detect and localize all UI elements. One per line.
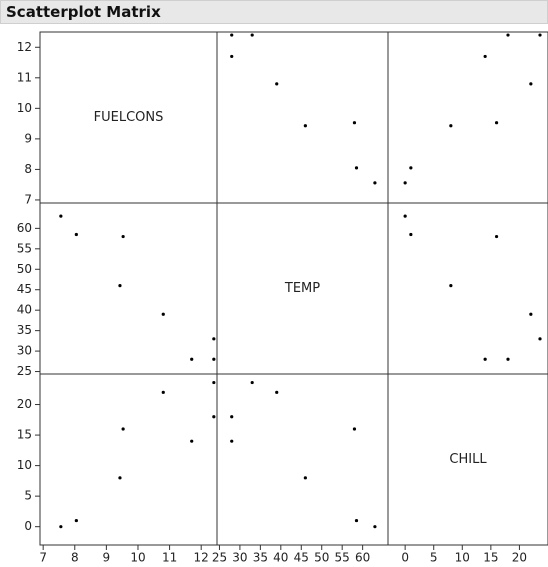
x-tick-label: 9 <box>103 551 111 565</box>
point <box>190 439 194 443</box>
y-tick-label: 0 <box>24 519 32 533</box>
point <box>230 415 234 419</box>
y-tick-label: 20 <box>17 397 32 411</box>
y-tick-label: 8 <box>24 162 32 176</box>
point <box>230 33 234 37</box>
point <box>403 181 407 185</box>
y-tick-label: 12 <box>17 40 32 54</box>
point <box>538 337 542 341</box>
x-tick-label: 60 <box>355 551 370 565</box>
point <box>212 380 216 385</box>
chart-title: Scatterplot Matrix <box>6 3 161 21</box>
point <box>250 380 254 385</box>
y-tick-label: 25 <box>17 364 32 378</box>
point <box>494 121 499 125</box>
point <box>118 284 122 288</box>
x-tick-label: 10 <box>130 551 145 565</box>
point <box>352 427 357 431</box>
x-tick-label: 12 <box>194 551 209 565</box>
title-bar: Scatterplot Matrix <box>0 0 548 24</box>
point <box>190 357 194 361</box>
x-tick-label: 7 <box>39 551 47 565</box>
point <box>449 124 453 128</box>
y-tick-label: 30 <box>17 344 32 358</box>
point <box>59 214 63 218</box>
y-tick-label: 11 <box>17 70 32 84</box>
point <box>121 234 125 239</box>
x-tick-label: 15 <box>483 551 498 565</box>
y-tick-label: 10 <box>17 458 32 472</box>
x-tick-label: 50 <box>314 551 329 565</box>
x-tick-label: 0 <box>401 551 409 565</box>
variable-name: CHILL <box>449 452 487 467</box>
x-tick-label: 11 <box>162 551 177 565</box>
y-tick-label: 9 <box>24 131 32 145</box>
point <box>212 415 216 419</box>
point <box>409 232 413 237</box>
point <box>409 166 413 170</box>
point <box>212 337 216 341</box>
point <box>538 33 542 37</box>
x-tick-label: 5 <box>430 551 438 565</box>
variable-name: FUELCONS <box>94 110 164 125</box>
x-tick-label: 25 <box>212 551 227 565</box>
y-tick-label: 10 <box>17 101 32 115</box>
point <box>230 54 234 59</box>
point <box>74 518 78 523</box>
y-tick-label: 7 <box>24 192 32 206</box>
point <box>212 357 216 361</box>
point <box>494 234 499 239</box>
y-tick-label: 15 <box>17 428 32 442</box>
point <box>275 390 279 394</box>
point <box>354 518 359 523</box>
y-tick-label: 5 <box>24 489 32 503</box>
point <box>506 357 510 361</box>
x-tick-label: 35 <box>253 551 268 565</box>
x-tick-label: 8 <box>71 551 79 565</box>
point <box>59 525 63 529</box>
point <box>483 54 487 59</box>
point <box>373 181 377 185</box>
point <box>161 390 165 394</box>
point <box>483 357 487 361</box>
point <box>529 82 533 86</box>
point <box>303 476 307 480</box>
x-tick-label: 55 <box>335 551 350 565</box>
y-tick-label: 35 <box>17 323 32 337</box>
x-tick-label: 30 <box>232 551 247 565</box>
x-tick-label: 10 <box>455 551 470 565</box>
point <box>354 166 359 170</box>
point <box>529 312 533 316</box>
x-tick-label: 40 <box>273 551 288 565</box>
point <box>352 121 357 125</box>
point <box>449 284 453 288</box>
point <box>250 33 254 37</box>
x-tick-label: 20 <box>512 551 527 565</box>
point <box>373 525 377 529</box>
point <box>230 439 234 443</box>
y-tick-label: 60 <box>17 221 32 235</box>
point <box>303 124 307 128</box>
y-tick-label: 55 <box>17 241 32 255</box>
y-tick-label: 45 <box>17 282 32 296</box>
point <box>403 214 407 218</box>
point <box>74 232 78 237</box>
plot-frame <box>39 31 548 546</box>
point <box>118 476 122 480</box>
variable-name: TEMP <box>284 281 320 296</box>
point <box>121 427 125 431</box>
y-tick-label: 40 <box>17 303 32 317</box>
point <box>275 82 279 86</box>
y-tick-label: 50 <box>17 262 32 276</box>
point <box>506 33 510 37</box>
x-tick-label: 45 <box>294 551 309 565</box>
point <box>161 312 165 316</box>
